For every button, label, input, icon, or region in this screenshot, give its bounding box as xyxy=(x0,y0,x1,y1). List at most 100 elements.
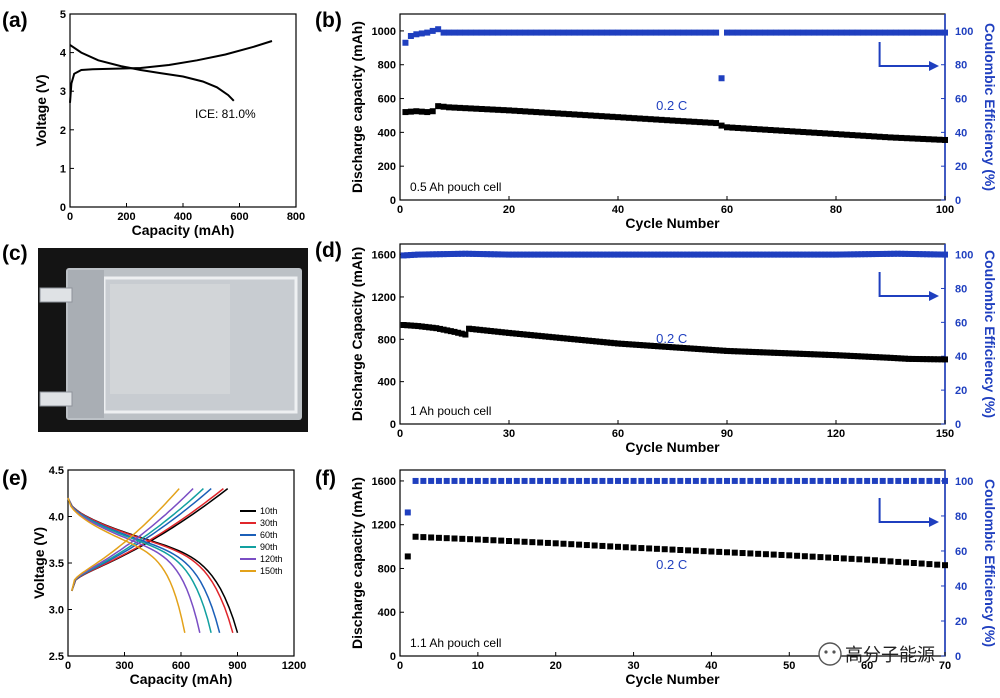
capacity-point xyxy=(825,351,832,358)
efficiency-point xyxy=(484,251,491,258)
efficiency-point xyxy=(502,251,509,258)
efficiency-point xyxy=(520,251,527,258)
capacity-point xyxy=(524,331,531,338)
efficiency-point xyxy=(600,251,607,258)
efficiency-point xyxy=(429,27,436,34)
panel-label: (f) xyxy=(315,467,336,490)
y-right-tick-label: 0 xyxy=(955,651,961,663)
capacity-point xyxy=(607,339,614,346)
capacity-point xyxy=(934,356,941,363)
capacity-point xyxy=(708,548,715,555)
capacity-point xyxy=(700,548,707,555)
y-right-tick-label: 60 xyxy=(955,317,967,329)
efficiency-point xyxy=(669,251,676,258)
capacity-point xyxy=(773,127,780,134)
discharge-curve-90th xyxy=(67,497,212,633)
efficiency-point xyxy=(511,29,518,36)
capacity-point xyxy=(909,135,916,142)
efficiency-point xyxy=(412,477,419,484)
capacity-point xyxy=(630,544,637,551)
efficiency-point xyxy=(872,251,879,258)
efficiency-point xyxy=(447,251,454,258)
efficiency-point xyxy=(800,251,807,258)
efficiency-point xyxy=(755,477,762,484)
capacity-point xyxy=(789,128,796,135)
y-tick-label: 3 xyxy=(60,86,66,98)
efficiency-point xyxy=(669,477,676,484)
efficiency-point xyxy=(622,251,629,258)
efficiency-point xyxy=(583,477,590,484)
capacity-point xyxy=(615,114,621,121)
efficiency-point xyxy=(707,29,714,36)
watermark: 高分子能源 xyxy=(818,642,935,666)
capacity-point xyxy=(796,350,803,357)
efficiency-point xyxy=(716,251,723,258)
capacity-point xyxy=(753,349,760,356)
capacity-point xyxy=(840,352,847,359)
efficiency-point xyxy=(654,251,661,258)
efficiency-point xyxy=(734,251,741,258)
efficiency-point xyxy=(451,250,458,257)
efficiency-point xyxy=(420,477,427,484)
efficiency-point xyxy=(817,477,824,484)
capacity-point xyxy=(696,119,703,126)
x-tick-label: 40 xyxy=(705,660,717,672)
efficiency-point xyxy=(524,251,531,258)
efficiency-point xyxy=(931,251,938,258)
capacity-point xyxy=(803,351,810,358)
capacity-point xyxy=(822,351,829,358)
capacity-point xyxy=(440,326,447,333)
efficiency-point xyxy=(538,29,545,36)
axis-arrow-line xyxy=(878,498,931,523)
efficiency-point xyxy=(646,477,653,484)
efficiency-point xyxy=(480,251,487,258)
efficiency-point xyxy=(544,29,551,36)
efficiency-point xyxy=(680,251,687,258)
capacity-point xyxy=(740,125,747,132)
capacity-point xyxy=(467,105,474,112)
efficiency-point xyxy=(599,477,606,484)
y-right-tick-label: 40 xyxy=(955,581,967,593)
efficiency-point xyxy=(724,251,730,258)
capacity-point xyxy=(910,560,917,566)
efficiency-point xyxy=(691,29,698,36)
capacity-point xyxy=(647,342,654,349)
capacity-point xyxy=(654,343,661,350)
capacity-point xyxy=(811,351,818,358)
y-right-tick-label: 0 xyxy=(955,419,961,431)
efficiency-point xyxy=(553,251,560,258)
efficiency-point xyxy=(814,251,821,258)
y-right-tick-label: 60 xyxy=(955,94,967,106)
capacity-point xyxy=(786,552,793,559)
efficiency-point xyxy=(811,29,818,36)
capacity-point xyxy=(474,536,481,543)
x-tick-label: 80 xyxy=(830,204,842,216)
capacity-point xyxy=(876,354,883,361)
capacity-point xyxy=(767,349,774,356)
efficiency-point xyxy=(771,251,778,258)
y-right-tick-label: 0 xyxy=(955,195,961,207)
efficiency-point xyxy=(400,252,407,259)
efficiency-point xyxy=(680,29,687,36)
capacity-point xyxy=(864,556,871,563)
efficiency-point xyxy=(796,251,803,258)
capacity-point xyxy=(422,323,429,330)
efficiency-point xyxy=(774,251,781,258)
capacity-point xyxy=(400,322,407,328)
efficiency-point xyxy=(631,29,638,36)
capacity-point xyxy=(560,335,567,342)
wechat-icon-eye-left xyxy=(824,650,828,654)
axis-arrow-line xyxy=(878,272,931,297)
y-tick-label: 1600 xyxy=(372,250,396,262)
capacity-point xyxy=(521,538,528,545)
y-tick-label: 0 xyxy=(390,195,396,207)
efficiency-point xyxy=(537,477,544,484)
efficiency-point xyxy=(691,251,698,258)
efficiency-point xyxy=(942,477,948,484)
efficiency-point xyxy=(936,29,943,36)
plot-frame-a xyxy=(69,13,297,208)
efficiency-point xyxy=(469,250,476,257)
capacity-point xyxy=(489,106,496,113)
efficiency-point xyxy=(589,251,596,258)
capacity-point xyxy=(734,124,741,131)
